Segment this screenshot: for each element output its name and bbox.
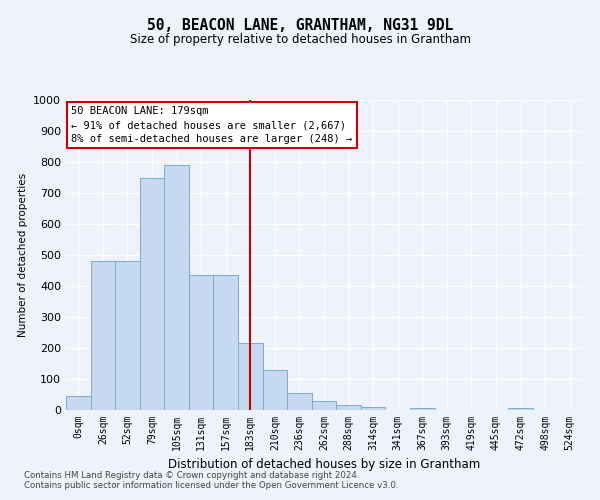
Bar [115, 261, 140, 410]
Bar [508, 408, 533, 410]
Y-axis label: Number of detached properties: Number of detached properties [17, 173, 28, 337]
Bar [66, 396, 91, 410]
Text: 50, BEACON LANE, GRANTHAM, NG31 9DL: 50, BEACON LANE, GRANTHAM, NG31 9DL [147, 18, 453, 32]
Text: Contains public sector information licensed under the Open Government Licence v3: Contains public sector information licen… [24, 480, 398, 490]
Bar [91, 261, 115, 410]
Bar [336, 406, 361, 410]
Bar [410, 408, 434, 410]
Text: 50 BEACON LANE: 179sqm
← 91% of detached houses are smaller (2,667)
8% of semi-d: 50 BEACON LANE: 179sqm ← 91% of detached… [71, 106, 352, 144]
Bar [164, 165, 189, 410]
X-axis label: Distribution of detached houses by size in Grantham: Distribution of detached houses by size … [168, 458, 480, 471]
Bar [287, 393, 312, 410]
Bar [263, 370, 287, 410]
Bar [189, 275, 214, 410]
Bar [361, 407, 385, 410]
Bar [214, 275, 238, 410]
Text: Contains HM Land Registry data © Crown copyright and database right 2024.: Contains HM Land Registry data © Crown c… [24, 470, 359, 480]
Bar [140, 178, 164, 410]
Bar [312, 400, 336, 410]
Text: Size of property relative to detached houses in Grantham: Size of property relative to detached ho… [130, 32, 470, 46]
Bar [238, 344, 263, 410]
